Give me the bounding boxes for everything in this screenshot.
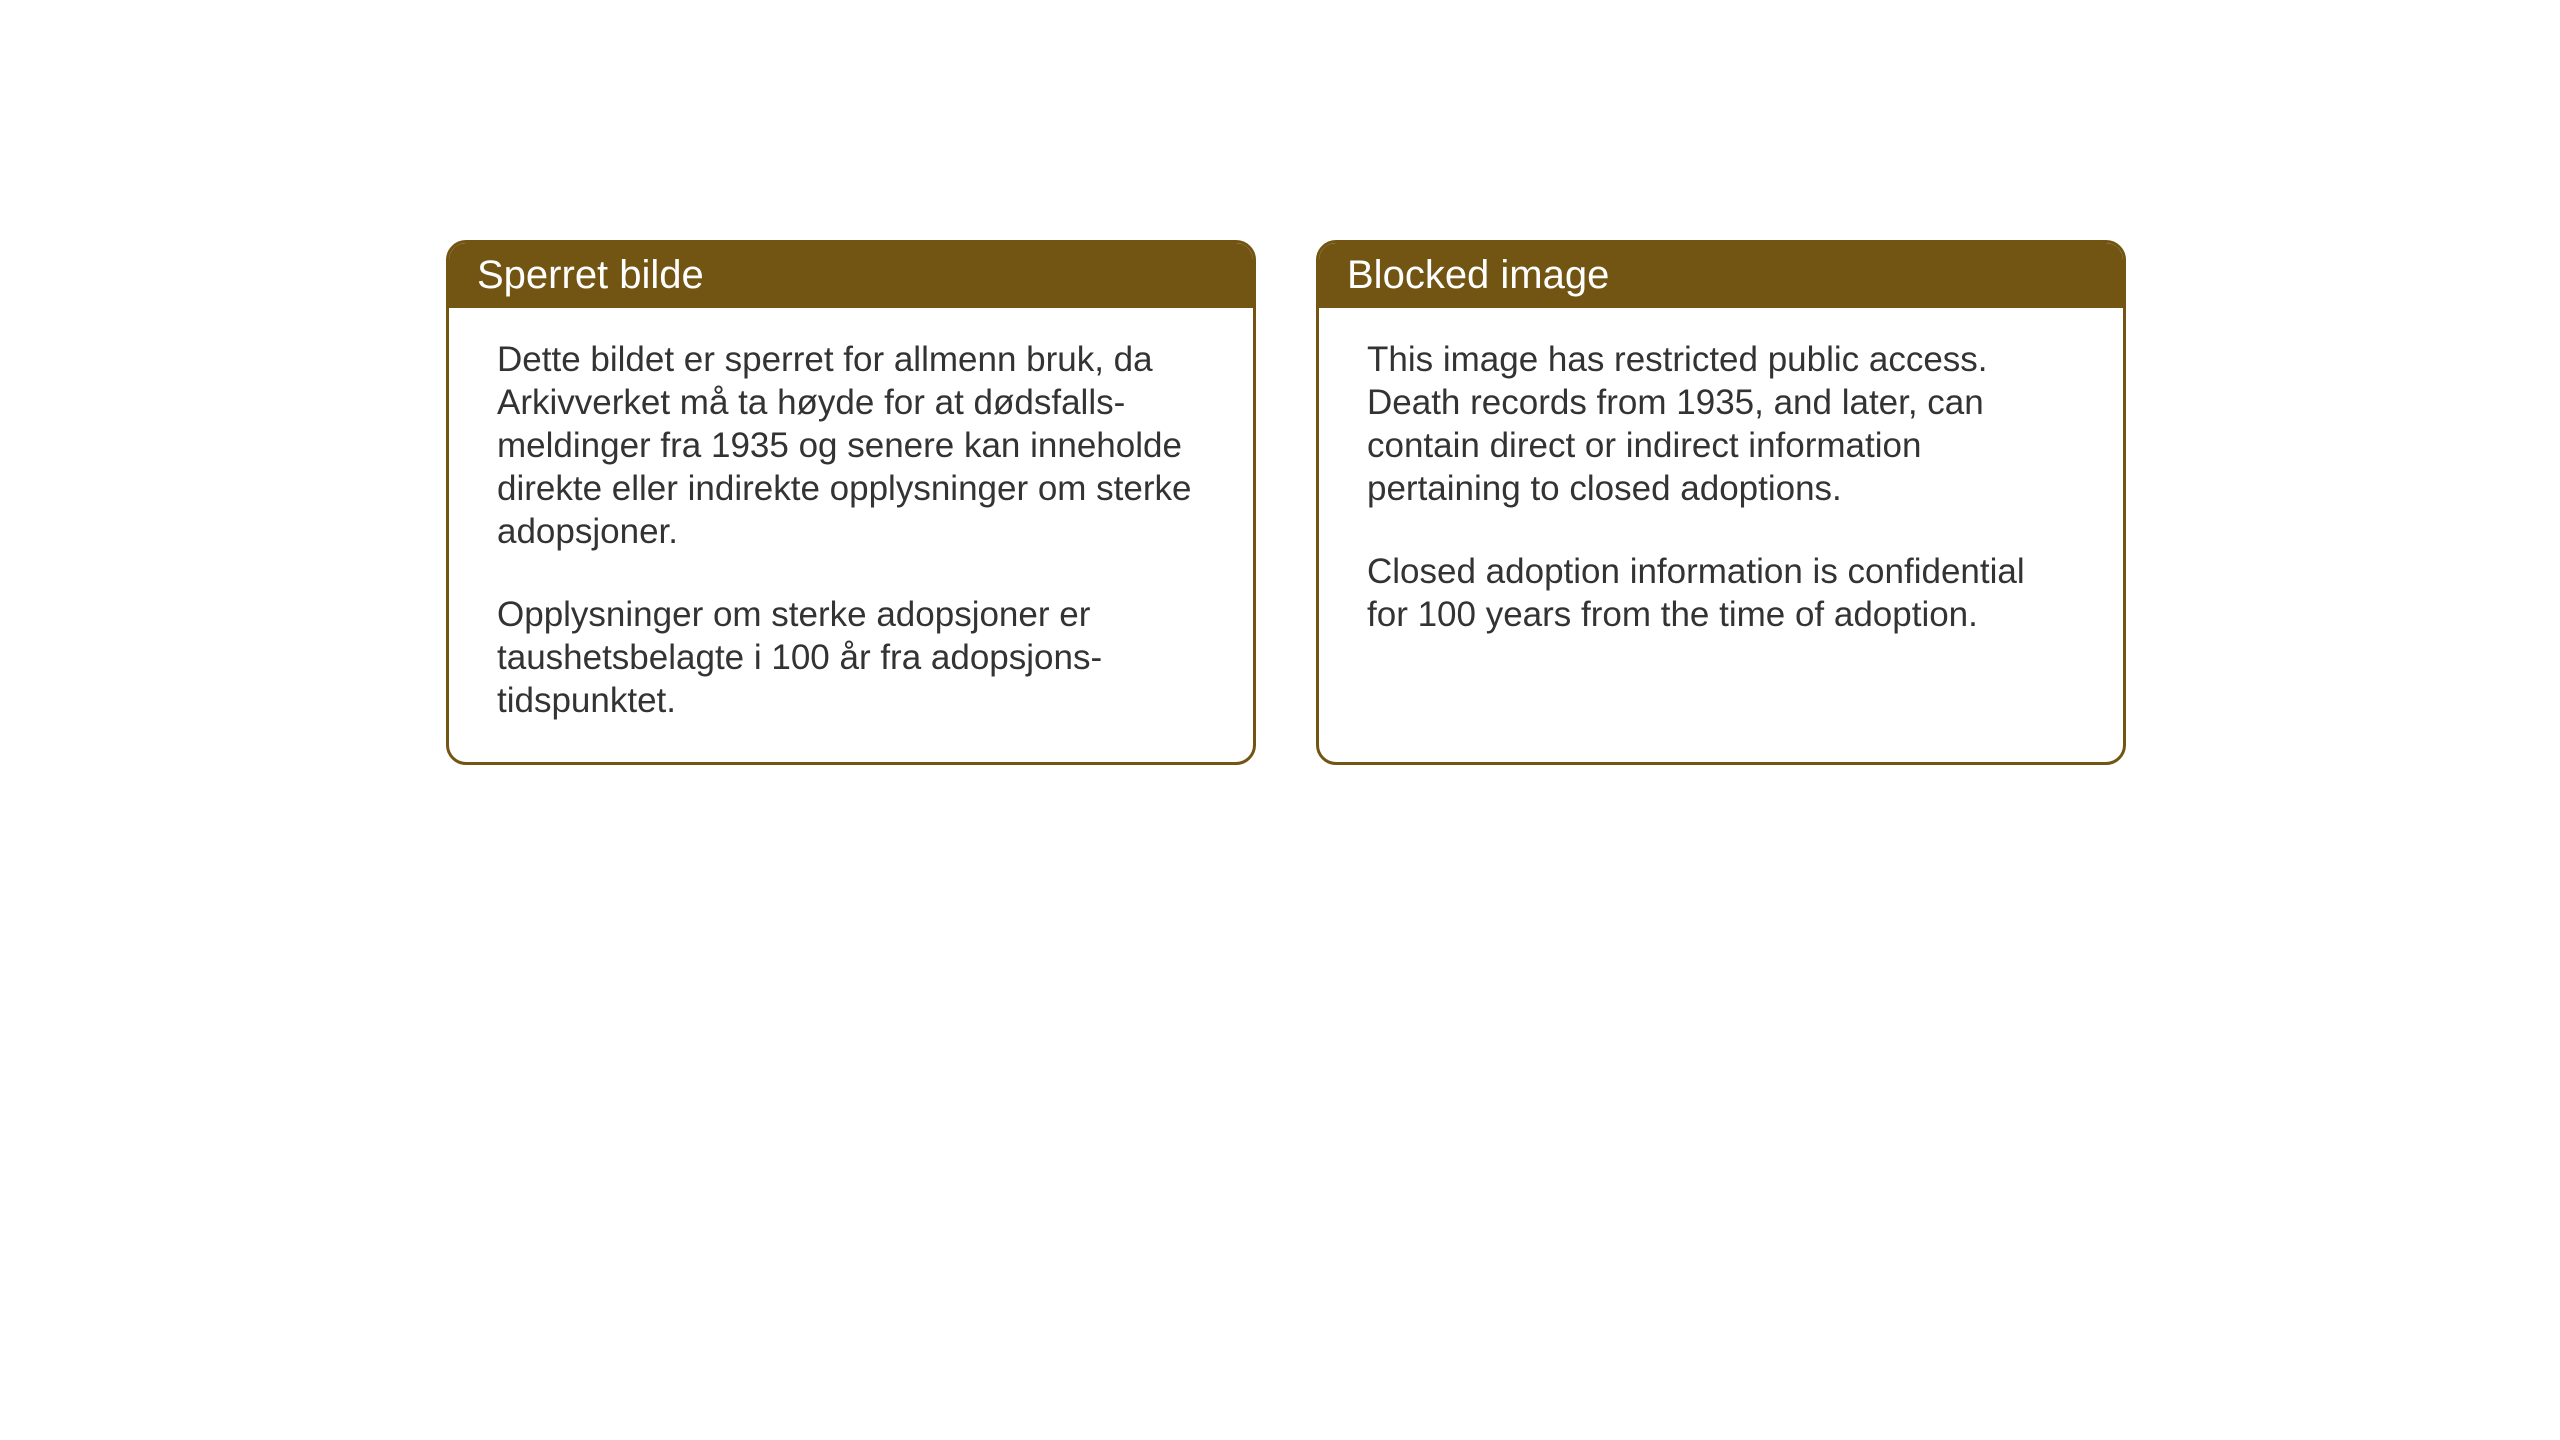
english-card-body: This image has restricted public access.… <box>1319 308 2123 748</box>
norwegian-card-title: Sperret bilde <box>477 253 704 297</box>
english-card: Blocked image This image has restricted … <box>1316 240 2126 765</box>
english-paragraph-2: Closed adoption information is confident… <box>1367 550 2075 636</box>
norwegian-card-body: Dette bildet er sperret for allmenn bruk… <box>449 308 1253 762</box>
english-paragraph-1: This image has restricted public access.… <box>1367 338 2075 510</box>
norwegian-paragraph-2: Opplysninger om sterke adopsjoner er tau… <box>497 593 1205 722</box>
norwegian-card-header: Sperret bilde <box>449 243 1253 308</box>
norwegian-paragraph-1: Dette bildet er sperret for allmenn bruk… <box>497 338 1205 553</box>
cards-container: Sperret bilde Dette bildet er sperret fo… <box>446 240 2126 765</box>
english-card-header: Blocked image <box>1319 243 2123 308</box>
norwegian-card: Sperret bilde Dette bildet er sperret fo… <box>446 240 1256 765</box>
english-card-title: Blocked image <box>1347 253 1609 297</box>
